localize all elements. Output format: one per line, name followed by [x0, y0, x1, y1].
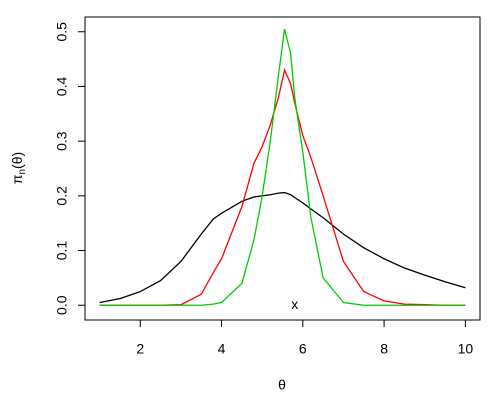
y-tick-label: 0.5	[54, 22, 70, 42]
y-tick-label: 0.0	[54, 295, 70, 315]
series-line	[99, 67, 466, 306]
y-tick-label: 0.4	[54, 77, 70, 97]
x-tick-label: 6	[299, 341, 307, 357]
y-tick-label: 0.3	[54, 131, 70, 151]
x-tick-label: 10	[458, 341, 474, 357]
x-tick-label: 2	[136, 341, 144, 357]
y-tick-label: 0.2	[54, 186, 70, 206]
series-line	[99, 28, 466, 306]
y-label-symbol: π	[9, 174, 25, 184]
y-label-argument: (θ)	[9, 152, 25, 169]
y-axis-label: πn(θ)	[9, 152, 28, 184]
x-tick-label: 8	[380, 341, 388, 357]
x-axis-label: θ	[278, 377, 286, 393]
series-line	[99, 191, 466, 304]
annotation: x	[291, 296, 298, 312]
y-tick-label: 0.1	[54, 241, 70, 261]
plot-frame	[84, 16, 481, 321]
y-label-subscript: n	[17, 169, 28, 175]
x-tick-label: 4	[218, 341, 226, 357]
